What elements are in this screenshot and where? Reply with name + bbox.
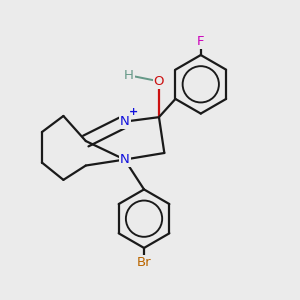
Text: O: O: [154, 75, 164, 88]
Text: +: +: [129, 107, 138, 117]
Text: H: H: [124, 69, 134, 82]
Text: N: N: [120, 153, 130, 166]
Text: Br: Br: [137, 256, 151, 269]
Text: N: N: [120, 115, 130, 128]
Text: F: F: [197, 34, 205, 47]
